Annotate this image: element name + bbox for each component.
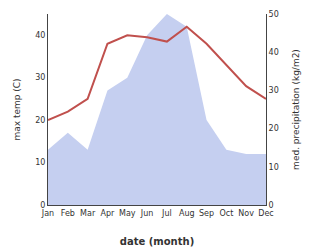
- svg-text:30: 30: [35, 73, 45, 82]
- svg-text:Jan: Jan: [41, 209, 54, 218]
- svg-text:30: 30: [269, 86, 279, 95]
- svg-text:0: 0: [40, 201, 45, 210]
- svg-text:date (month): date (month): [120, 236, 194, 247]
- svg-text:10: 10: [269, 163, 279, 172]
- svg-text:Jun: Jun: [140, 209, 154, 218]
- svg-text:Sep: Sep: [199, 209, 214, 218]
- svg-text:40: 40: [269, 48, 279, 57]
- svg-text:Nov: Nov: [238, 209, 254, 218]
- svg-text:Feb: Feb: [61, 209, 75, 218]
- svg-text:0: 0: [269, 201, 274, 210]
- svg-text:Mar: Mar: [80, 209, 96, 218]
- svg-text:May: May: [119, 209, 136, 218]
- svg-text:20: 20: [269, 124, 279, 133]
- svg-text:10: 10: [35, 158, 45, 167]
- svg-text:max temp (C): max temp (C): [12, 78, 22, 140]
- svg-text:Dec: Dec: [258, 209, 273, 218]
- svg-text:40: 40: [35, 31, 45, 40]
- svg-text:Aug: Aug: [179, 209, 195, 218]
- svg-text:Oct: Oct: [219, 209, 233, 218]
- svg-text:Apr: Apr: [101, 209, 116, 218]
- svg-text:50: 50: [269, 10, 279, 19]
- svg-text:Jul: Jul: [161, 209, 172, 218]
- svg-text:20: 20: [35, 116, 45, 125]
- svg-text:med. precipitation (kg/m2): med. precipitation (kg/m2): [291, 49, 301, 170]
